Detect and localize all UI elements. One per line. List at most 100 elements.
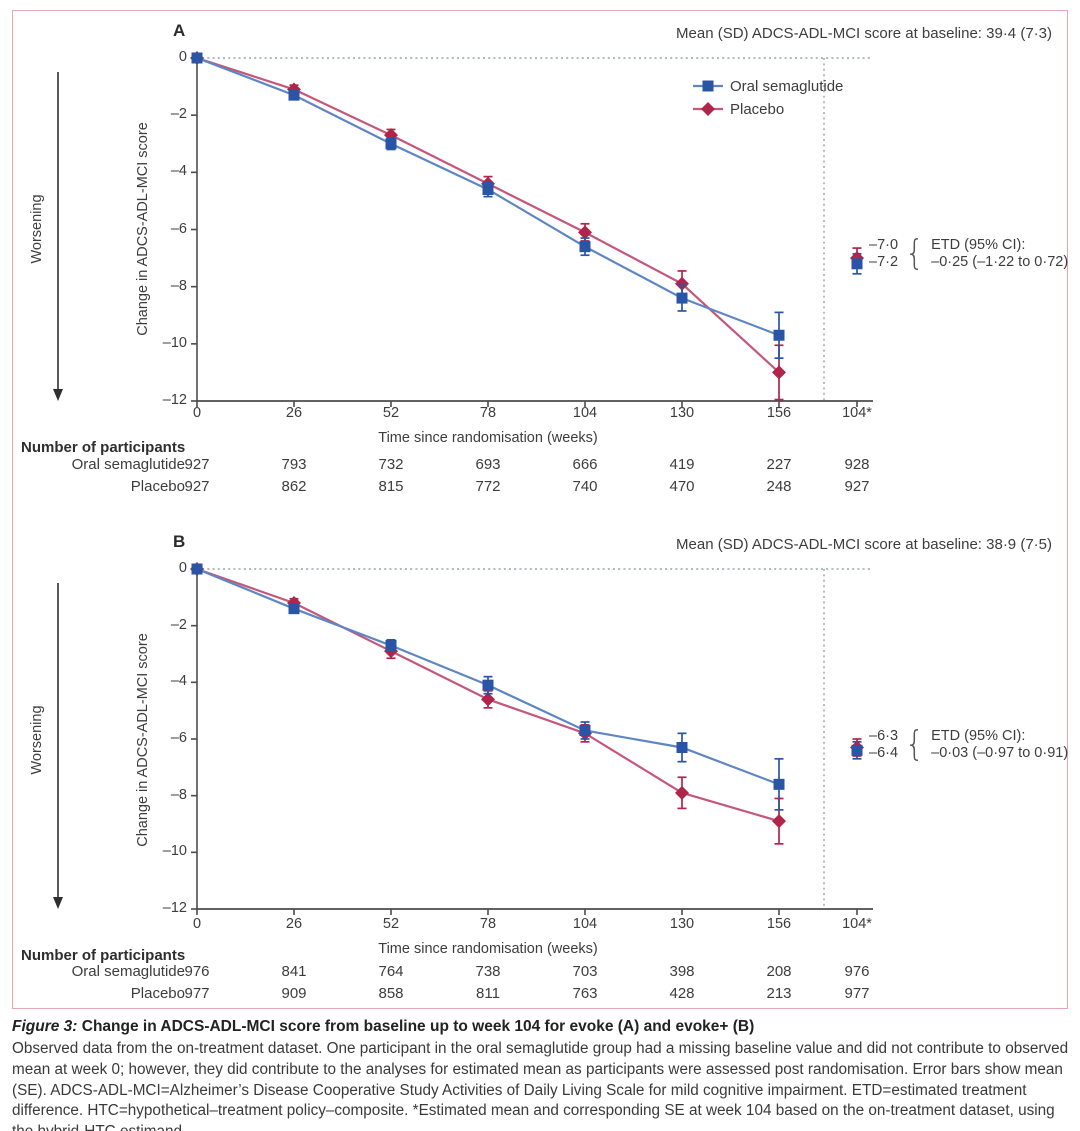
line-chart-canvas [53,51,873,915]
caption-body: Observed data from the on-treatment data… [12,1040,1069,1131]
panel-b-label: B [173,532,186,551]
caption-title: Figure 3: Change in ADCS-ADL-MCI score f… [12,1016,1070,1037]
panel-a-label: A [173,21,186,40]
panel-a-ytick-label: –12 [162,392,187,408]
panel-a-xtick-label: 104 [572,405,598,421]
panel-b-xtick-label: 0 [192,916,202,932]
legend-label-oral-semaglutide: Oral semaglutide [730,78,844,95]
panel-b-xtick-label: 26 [285,916,303,932]
panel-a-count-oral-semaglutide: 732 [378,456,404,473]
panel-a-row-label-placebo: Placebo [130,478,185,495]
panel-a-xtick-label: 156 [766,405,792,421]
panel-b-row-label-placebo: Placebo [130,985,185,1002]
panel-a-ytick-label: –4 [170,163,187,180]
panel-b-xtick-label: 130 [669,916,695,932]
panel-b-ytick-label: –10 [162,843,187,860]
panel-a-baseline-note: Mean (SD) ADCS-ADL-MCI score at baseline… [676,25,1052,42]
panel-a-etd-ci: –0·25 (–1·22 to 0·72) [931,253,1069,270]
panel-a-count-oral-semaglutide: 927 [184,456,210,473]
panel-a-etd-value-placebo: –7·0 [869,237,899,253]
panel-a-count-oral-semaglutide: 693 [475,456,501,473]
panel-a-ytick-label: –6 [170,220,187,237]
panel-b-participants-header: Number of participants [21,947,186,964]
panel-b-etd-ci: –0·03 (–0·97 to 0·91) [931,744,1069,761]
panel-b-count-oral-semaglutide: 703 [572,963,598,980]
panel-b-count-oral-semaglutide: 764 [378,963,404,980]
panel-b-count-oral-semaglutide: 738 [475,963,501,980]
panel-b-xtick-label: 52 [382,916,400,932]
panel-b-etd-label: ETD (95% CI): [931,728,1026,744]
panel-b-count-placebo: 811 [476,985,500,1002]
panel-b-xtick-label: 104 [572,916,598,932]
panel-b-ytick-label: –4 [170,673,187,690]
panel-b-etd-text: ETD (95% CI): –0·03 (–0·97 to 0·91) [931,728,1068,761]
panel-b-count-placebo: 213 [766,985,792,1002]
panel-a-count-placebo: 470 [669,478,695,495]
panel-a-count-placebo: 862 [281,478,307,495]
panel-a-ytick-label: –10 [162,334,187,351]
caption-figure-number: Figure 3: [12,1018,78,1035]
brace-icon: { [905,233,925,274]
panel-b-ytick-label: –12 [162,900,187,916]
panel-b-ytick-label: –6 [170,730,187,746]
panel-a-count-placebo: 927 [844,478,870,495]
panel-b-etd-annotation: –6·3 –6·4 { ETD (95% CI): –0·03 (–0·97 t… [869,724,1068,765]
panel-b-ytick-label: –8 [170,786,187,803]
panel-a-worsening-label: Worsening [29,194,45,264]
panel-a-xtick-label: 52 [382,405,400,421]
panel-a-x-axis-title: Time since randomisation (weeks) [378,430,598,446]
panel-b-count-placebo: 909 [281,985,307,1002]
panel-a-xtick-label-estimated: 104* [842,405,872,421]
panel-a-count-oral-semaglutide: 419 [669,456,695,473]
panel-a-participants-header: Number of participants [21,439,186,456]
panel-b-count-placebo: 977 [844,985,870,1002]
panel-a-count-oral-semaglutide: 928 [844,456,870,473]
panel-a-count-oral-semaglutide: 227 [766,456,792,473]
figure-caption: Figure 3: Change in ADCS-ADL-MCI score f… [12,1016,1070,1131]
panel-b-x-axis-title: Time since randomisation (weeks) [378,941,598,957]
panel-b-count-oral-semaglutide: 208 [766,963,792,980]
panel-a-ytick-label: –2 [170,106,187,123]
panel-b-xtick-label: 156 [766,916,792,932]
panel-b-ytick-label: 0 [178,560,187,576]
panel-a-etd-values: –7·0 –7·2 [869,237,898,270]
panel-a-ytick-label: –8 [170,277,187,294]
panel-b-ytick-label: –2 [170,616,187,633]
panel-b-count-oral-semaglutide: 398 [669,963,695,980]
panel-a-count-oral-semaglutide: 666 [572,456,598,473]
panel-a-etd-annotation: –7·0 –7·2 { ETD (95% CI): –0·25 (–1·22 t… [869,233,1068,274]
panel-a-etd-text: ETD (95% CI): –0·25 (–1·22 to 0·72) [931,237,1068,270]
panel-a-count-placebo: 927 [184,478,210,495]
panel-b-baseline-note: Mean (SD) ADCS-ADL-MCI score at baseline… [676,536,1052,553]
caption-title-text: Change in ADCS-ADL-MCI score from baseli… [77,1018,755,1035]
panel-b-worsening-label: Worsening [29,705,45,775]
panel-b-count-placebo: 428 [669,985,695,1002]
panel-a-count-placebo: 772 [475,478,501,495]
panel-b-etd-values: –6·3 –6·4 [869,728,898,761]
panel-b-count-oral-semaglutide: 841 [281,963,307,980]
panel-b-xtick-label: 78 [479,916,497,932]
brace-icon: { [905,724,925,765]
panel-a-ytick-label: 0 [178,49,187,65]
panel-b-count-placebo: 763 [572,985,598,1002]
panel-a-etd-label: ETD (95% CI): [931,237,1026,253]
panel-a-etd-value-semaglutide: –7·2 [869,253,899,270]
panel-b-count-oral-semaglutide: 976 [844,963,870,980]
panel-b-count-placebo: 977 [184,985,210,1002]
panel-a-xtick-label: 0 [192,405,202,421]
panel-b-count-oral-semaglutide: 976 [184,963,210,980]
panel-a-xtick-label: 78 [479,405,497,421]
panel-a-count-placebo: 248 [766,478,792,495]
panel-b-xtick-label-estimated: 104* [842,916,872,932]
legend-label-placebo: Placebo [730,101,785,118]
panel-a-count-placebo: 815 [378,478,404,495]
panel-a-xtick-label: 130 [669,405,695,421]
figure-border-box: A Mean (SD) ADCS-ADL-MCI score at baseli… [12,10,1068,1009]
panel-a-count-oral-semaglutide: 793 [281,456,307,473]
panel-b-etd-value-semaglutide: –6·4 [869,744,899,761]
panel-b-etd-value-placebo: –6·3 [869,728,899,744]
panel-a-count-placebo: 740 [572,478,598,495]
panel-b-count-placebo: 858 [378,985,404,1002]
panel-a-row-label-oral-semaglutide: Oral semaglutide [71,456,185,473]
